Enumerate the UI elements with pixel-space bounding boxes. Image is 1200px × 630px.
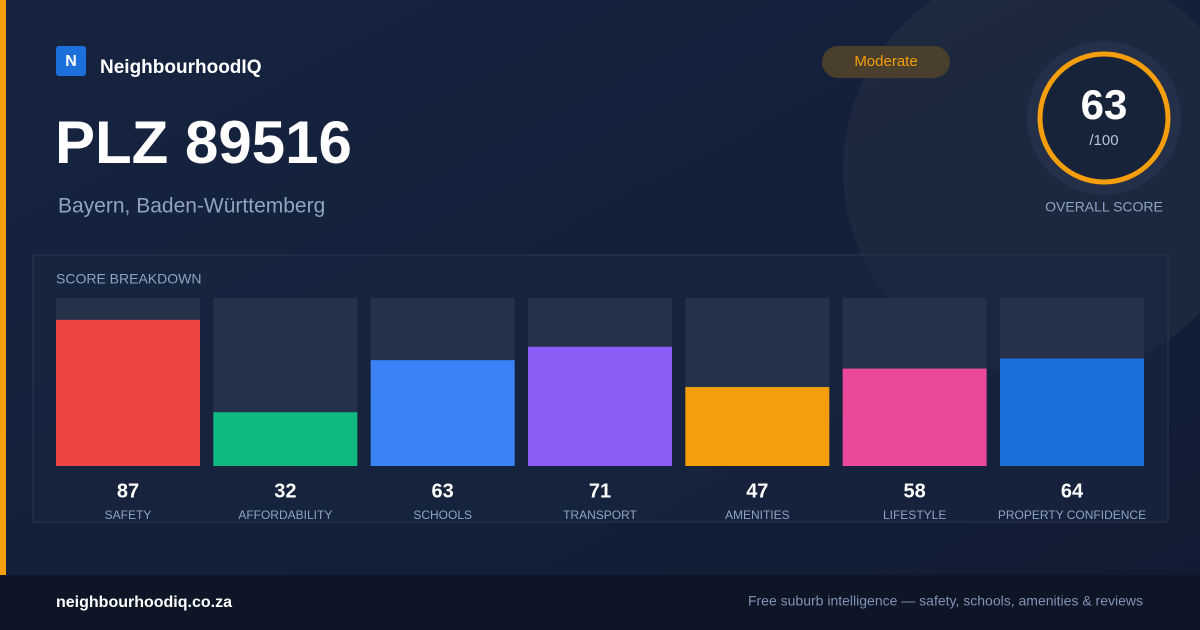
score-max: /100 xyxy=(1089,132,1118,149)
category-label: AFFORDABILITY xyxy=(238,508,332,522)
bar xyxy=(685,387,830,466)
value-label: 32 xyxy=(274,480,296,502)
value-label: 47 xyxy=(746,480,768,502)
category-label: SCHOOLS xyxy=(413,508,472,522)
badge xyxy=(822,46,950,78)
footer-tagline: Free suburb intelligence — safety, schoo… xyxy=(748,593,1143,609)
bar xyxy=(527,346,672,466)
value-label: 71 xyxy=(589,480,611,502)
category-label: PROPERTY CONFIDENCE xyxy=(998,508,1146,522)
value-label: 87 xyxy=(117,480,139,502)
footer-site: neighbourhoodiq.co.za xyxy=(56,594,232,611)
bar xyxy=(56,319,200,466)
bar xyxy=(370,360,515,466)
score-value: 63 xyxy=(1081,81,1128,128)
accent-strip xyxy=(0,0,6,575)
score-ring xyxy=(1037,51,1171,185)
category-label: TRANSPORT xyxy=(563,508,637,522)
bar xyxy=(842,368,987,466)
footer xyxy=(0,575,1200,630)
value-label: 64 xyxy=(1061,480,1084,502)
value-label: 58 xyxy=(904,480,926,502)
bar xyxy=(213,412,358,466)
subtitle: Bayern, Baden-Württemberg xyxy=(58,195,325,218)
chart-title: SCORE BREAKDOWN xyxy=(56,271,201,287)
logo-letter: N xyxy=(65,53,77,70)
value-label: 63 xyxy=(432,480,454,502)
bar xyxy=(999,358,1144,466)
category-label: LIFESTYLE xyxy=(883,508,946,522)
logo xyxy=(56,46,86,76)
category-label: SAFETY xyxy=(105,508,152,522)
brand: NeighbourhoodIQ xyxy=(100,57,261,78)
title: PLZ 89516 xyxy=(55,109,352,176)
score-caption: OVERALL SCORE xyxy=(1045,199,1163,215)
badge-text: Moderate xyxy=(854,53,917,70)
category-label: AMENITIES xyxy=(725,508,790,522)
